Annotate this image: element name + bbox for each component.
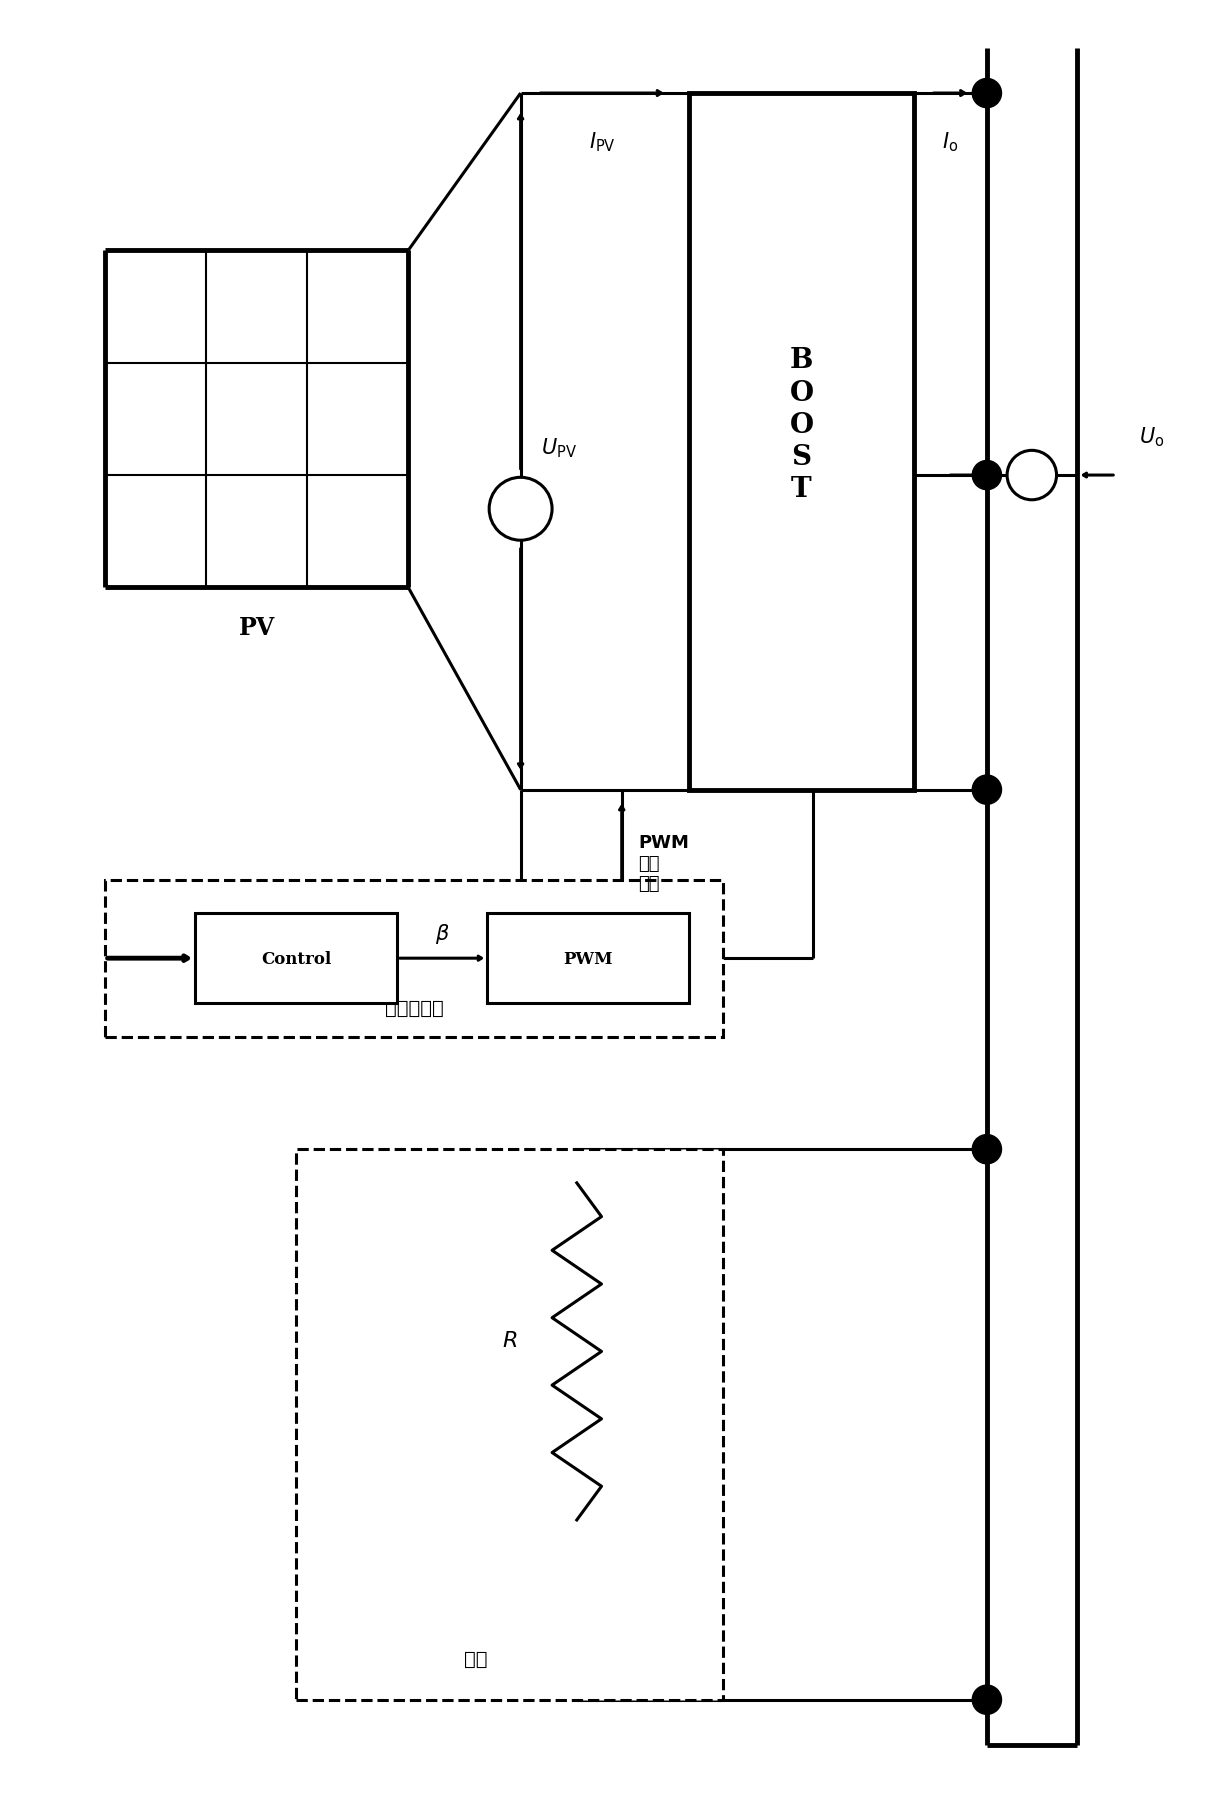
Text: $I_{\mathrm{PV}}$: $I_{\mathrm{PV}}$ (589, 130, 615, 153)
Text: $U_{\mathrm{o}}$: $U_{\mathrm{o}}$ (1138, 424, 1164, 448)
Text: $\beta$: $\beta$ (435, 921, 449, 946)
Circle shape (972, 462, 1001, 491)
Circle shape (972, 79, 1001, 108)
Text: B
O
O
S
T: B O O S T (790, 347, 813, 504)
Text: PV: PV (238, 616, 275, 641)
Text: 负荷: 负荷 (464, 1650, 487, 1668)
Text: $R$: $R$ (502, 1330, 516, 1352)
Circle shape (972, 1135, 1001, 1164)
Bar (689, 94, 913, 791)
Text: $U_{\mathrm{PV}}$: $U_{\mathrm{PV}}$ (541, 437, 576, 460)
Bar (487, 913, 689, 1004)
Text: PWM: PWM (563, 949, 613, 967)
Text: PWM
控制
信号: PWM 控制 信号 (639, 834, 690, 893)
Text: Control: Control (261, 949, 331, 967)
Bar (295, 1150, 723, 1700)
Circle shape (972, 1686, 1001, 1715)
Bar (105, 881, 723, 1038)
Text: 变压控制器: 变压控制器 (385, 998, 443, 1016)
Bar (195, 913, 397, 1004)
Text: $I_{\mathrm{o}}$: $I_{\mathrm{o}}$ (943, 130, 958, 153)
Circle shape (972, 776, 1001, 805)
